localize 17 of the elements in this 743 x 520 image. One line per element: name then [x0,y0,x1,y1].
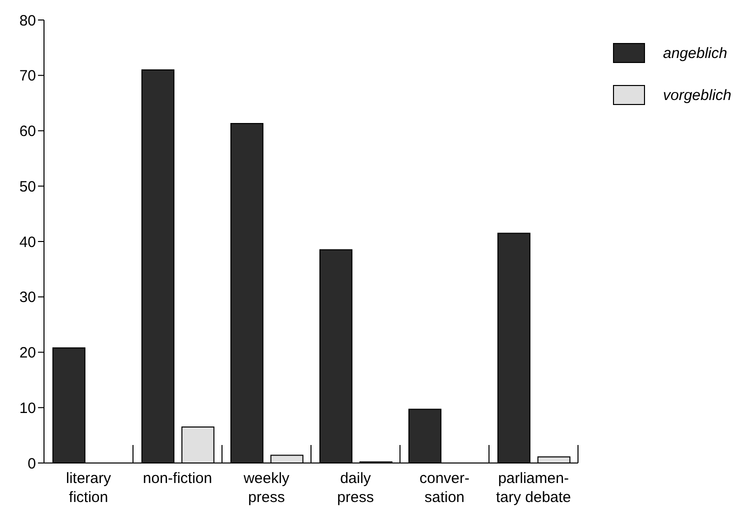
legend-label: vorgeblich [663,86,732,104]
x-tick-label: daily press [337,470,374,506]
x-tick-label: literary fiction [66,470,112,506]
y-tick-label: 0 [28,455,36,472]
y-tick-label: 60 [19,123,36,140]
y-tick-label: 30 [19,289,36,306]
y-tick-label: 40 [19,234,36,251]
x-tick-label: conver- sation [419,470,470,506]
y-tick-label: 20 [19,344,36,362]
x-tick-label: weekly press [242,470,290,506]
y-tick-label: 70 [19,68,36,85]
x-tick-label: parliamen- tary debate [496,470,572,506]
y-tick-label: 80 [19,12,36,30]
legend-label: angeblich [663,44,728,62]
y-tick-label: 10 [19,400,36,417]
y-tick-label: 50 [19,178,36,196]
x-tick-label: non-fiction [142,470,212,487]
